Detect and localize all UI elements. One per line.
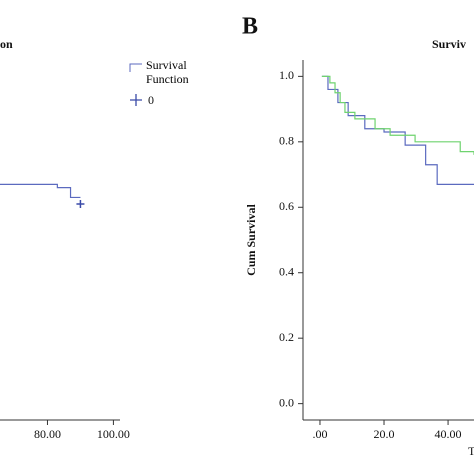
y-tick-label: 0.2 (279, 330, 294, 344)
x-tick-label: 80.00 (34, 427, 61, 441)
y-axis-label: Cum Survival (244, 204, 258, 276)
survival-curve (0, 183, 81, 199)
y-tick-label: 0.8 (279, 134, 294, 148)
y-tick-label: 1.0 (279, 68, 294, 82)
y-tick-label: 0.0 (279, 395, 294, 409)
x-tick-label: 100.00 (97, 427, 130, 441)
survival-curve (321, 75, 474, 155)
y-tick-label: 0.4 (279, 264, 294, 278)
x-tick-label: 40.00 (435, 427, 462, 441)
chart-title: on (0, 37, 13, 51)
legend-label: 0 (148, 93, 154, 107)
legend-icon (130, 94, 142, 106)
censor-mark (76, 200, 85, 208)
legend-label: Survival Function (146, 58, 189, 86)
legend-item: Survival Function (146, 58, 189, 86)
survival-curve (321, 75, 474, 185)
chart-title: Surviv (432, 37, 466, 51)
panel-label: B (242, 14, 258, 40)
y-tick-label: 0.6 (279, 199, 294, 213)
legend-icon (129, 63, 142, 72)
x-tick-label: .00 (312, 427, 327, 441)
x-tick-label: 20.0 (374, 427, 395, 441)
x-axis-label: T (468, 444, 474, 458)
